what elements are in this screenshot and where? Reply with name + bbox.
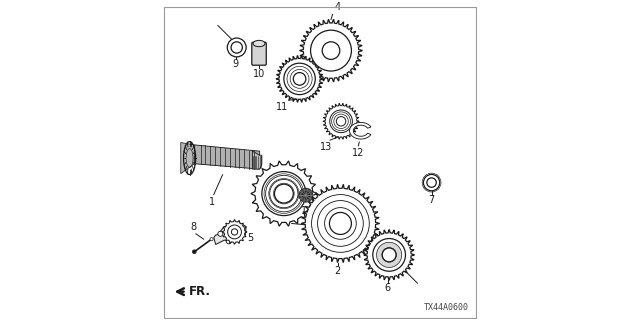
Circle shape bbox=[241, 231, 246, 236]
Text: 5: 5 bbox=[247, 233, 253, 243]
Circle shape bbox=[193, 250, 196, 254]
Text: 11: 11 bbox=[276, 102, 289, 112]
Circle shape bbox=[302, 191, 310, 199]
Polygon shape bbox=[214, 222, 246, 244]
Polygon shape bbox=[222, 220, 247, 244]
Circle shape bbox=[227, 239, 232, 244]
Text: 12: 12 bbox=[351, 148, 364, 158]
Text: 3: 3 bbox=[307, 228, 314, 237]
Circle shape bbox=[427, 178, 436, 187]
Text: FR.: FR. bbox=[189, 285, 211, 298]
Text: 10: 10 bbox=[253, 69, 265, 79]
Circle shape bbox=[322, 42, 340, 60]
Polygon shape bbox=[276, 56, 323, 102]
Polygon shape bbox=[180, 142, 195, 174]
Text: 2: 2 bbox=[334, 266, 340, 276]
Circle shape bbox=[312, 195, 369, 252]
Circle shape bbox=[293, 73, 306, 85]
Circle shape bbox=[424, 174, 440, 191]
Polygon shape bbox=[299, 188, 313, 202]
Circle shape bbox=[284, 63, 316, 95]
Text: 9: 9 bbox=[232, 60, 238, 69]
Text: 4: 4 bbox=[334, 2, 340, 12]
Text: 13: 13 bbox=[320, 142, 332, 152]
Polygon shape bbox=[349, 123, 371, 139]
Polygon shape bbox=[376, 242, 402, 268]
Circle shape bbox=[232, 229, 237, 235]
Circle shape bbox=[317, 201, 364, 246]
Circle shape bbox=[231, 42, 243, 53]
Circle shape bbox=[275, 184, 293, 203]
Text: 1: 1 bbox=[209, 197, 214, 207]
Polygon shape bbox=[300, 20, 362, 82]
Text: 8: 8 bbox=[191, 222, 196, 232]
Text: 6: 6 bbox=[385, 283, 390, 293]
Circle shape bbox=[310, 30, 351, 71]
FancyBboxPatch shape bbox=[252, 42, 266, 65]
Circle shape bbox=[372, 238, 406, 271]
Text: 14: 14 bbox=[301, 205, 314, 216]
Polygon shape bbox=[252, 151, 262, 169]
Circle shape bbox=[210, 237, 213, 241]
Ellipse shape bbox=[253, 40, 265, 47]
Polygon shape bbox=[251, 161, 317, 226]
Circle shape bbox=[324, 208, 356, 239]
Text: 7: 7 bbox=[428, 195, 435, 205]
Circle shape bbox=[218, 231, 223, 236]
Circle shape bbox=[337, 116, 346, 126]
Circle shape bbox=[227, 38, 246, 57]
Circle shape bbox=[382, 248, 396, 262]
Circle shape bbox=[382, 248, 396, 262]
Circle shape bbox=[330, 110, 353, 132]
Circle shape bbox=[262, 172, 306, 216]
Circle shape bbox=[228, 225, 241, 239]
Polygon shape bbox=[195, 145, 260, 169]
Circle shape bbox=[330, 212, 351, 235]
Text: TX44A0600: TX44A0600 bbox=[424, 303, 469, 312]
Polygon shape bbox=[323, 103, 359, 139]
Polygon shape bbox=[301, 184, 380, 263]
Polygon shape bbox=[364, 230, 414, 280]
